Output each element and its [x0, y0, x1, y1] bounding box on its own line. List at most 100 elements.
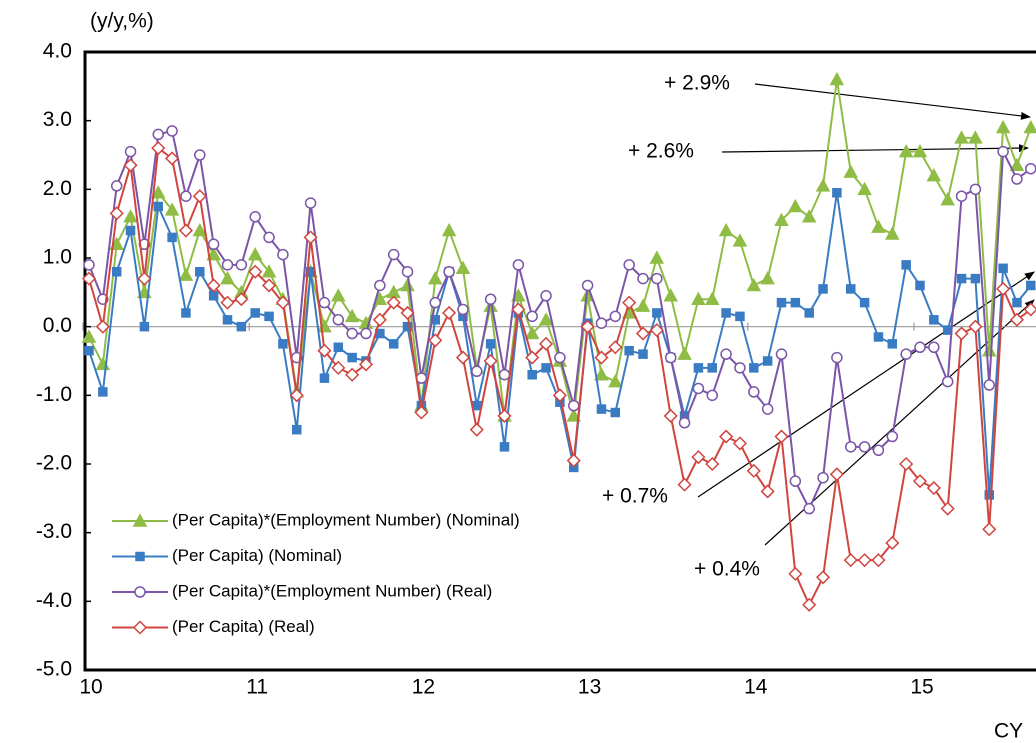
data-point	[497, 408, 512, 423]
data-point	[624, 345, 634, 356]
data-point	[843, 164, 859, 178]
data-point	[705, 456, 720, 472]
data-point	[719, 429, 734, 444]
data-point	[84, 345, 94, 356]
data-point	[693, 363, 704, 373]
data-point	[706, 389, 718, 402]
data-point	[235, 259, 248, 271]
data-point	[761, 403, 774, 415]
data-point	[912, 474, 928, 489]
data-point	[165, 151, 180, 166]
data-point	[857, 553, 872, 568]
data-point	[804, 308, 814, 318]
data-point	[401, 265, 414, 278]
data-point	[859, 297, 870, 308]
data-point	[956, 273, 967, 284]
data-point	[568, 399, 580, 412]
data-point	[358, 357, 374, 372]
data-point	[801, 209, 817, 223]
data-point	[250, 308, 260, 318]
data-point	[552, 388, 567, 403]
legend-label: (Per Capita) (Nominal)	[172, 546, 342, 565]
data-point	[691, 291, 706, 305]
data-point	[829, 71, 845, 86]
data-point	[566, 453, 581, 468]
data-point	[277, 248, 289, 261]
data-point	[691, 450, 706, 465]
data-point	[222, 315, 233, 325]
data-point	[718, 222, 734, 237]
data-point	[735, 311, 745, 322]
data-point	[344, 308, 360, 323]
annotation: + 0.7%	[602, 485, 668, 508]
data-point	[762, 356, 773, 366]
data-point	[900, 348, 912, 360]
legend-label: (Per Capita) (Real)	[172, 617, 315, 636]
data-point	[831, 351, 843, 364]
x-tick-label: 10	[79, 676, 102, 699]
data-point	[195, 266, 205, 277]
data-point	[110, 180, 123, 192]
data-point	[538, 312, 554, 326]
data-point	[790, 297, 801, 308]
data-point	[207, 238, 220, 251]
data-point	[926, 480, 941, 496]
data-point	[124, 145, 137, 158]
data-point	[720, 348, 732, 360]
data-point	[885, 226, 900, 240]
data-point	[137, 271, 152, 286]
data-point	[664, 351, 677, 364]
data-point	[471, 365, 483, 378]
data-point	[901, 260, 911, 270]
data-point	[760, 271, 775, 285]
x-tick-label: 11	[246, 676, 268, 699]
data-point	[554, 351, 566, 364]
data-point	[164, 202, 180, 216]
data-point	[249, 211, 261, 223]
data-point	[180, 190, 192, 202]
data-point	[995, 119, 1011, 134]
data-point	[1012, 297, 1022, 308]
series	[81, 141, 1036, 612]
data-point	[83, 259, 95, 271]
data-point	[443, 265, 455, 278]
data-point	[622, 295, 637, 310]
data-point	[609, 310, 622, 323]
y-tick-label: 1.0	[43, 246, 72, 269]
legend-marker	[132, 620, 148, 635]
data-point	[968, 130, 983, 144]
data-point	[885, 535, 900, 551]
data-point	[954, 130, 969, 144]
legend-label: (Per Capita)*(Employment Number) (Real)	[172, 581, 492, 600]
data-point	[998, 263, 1008, 274]
data-point	[941, 375, 954, 388]
data-point	[746, 277, 762, 292]
data-point	[774, 212, 789, 226]
data-point	[194, 149, 206, 161]
data-point	[776, 297, 787, 308]
data-point	[637, 272, 649, 285]
data-point	[817, 471, 829, 484]
data-point	[485, 339, 496, 349]
data-point	[167, 232, 177, 243]
data-point	[940, 192, 955, 206]
data-point	[111, 266, 122, 277]
data-point	[815, 570, 831, 585]
data-point	[498, 368, 511, 381]
data-point	[81, 329, 97, 343]
data-point	[815, 178, 831, 192]
data-point	[788, 198, 803, 213]
data-point	[649, 250, 665, 264]
data-point	[788, 566, 803, 581]
data-point	[278, 339, 288, 349]
data-point	[886, 430, 899, 443]
x-tick-label: 13	[578, 676, 601, 699]
data-point	[109, 206, 124, 221]
data-point	[526, 310, 538, 323]
data-point	[388, 339, 399, 349]
data-point	[319, 373, 330, 383]
data-point	[289, 388, 304, 403]
data-point	[983, 379, 995, 391]
data-point	[166, 125, 178, 137]
